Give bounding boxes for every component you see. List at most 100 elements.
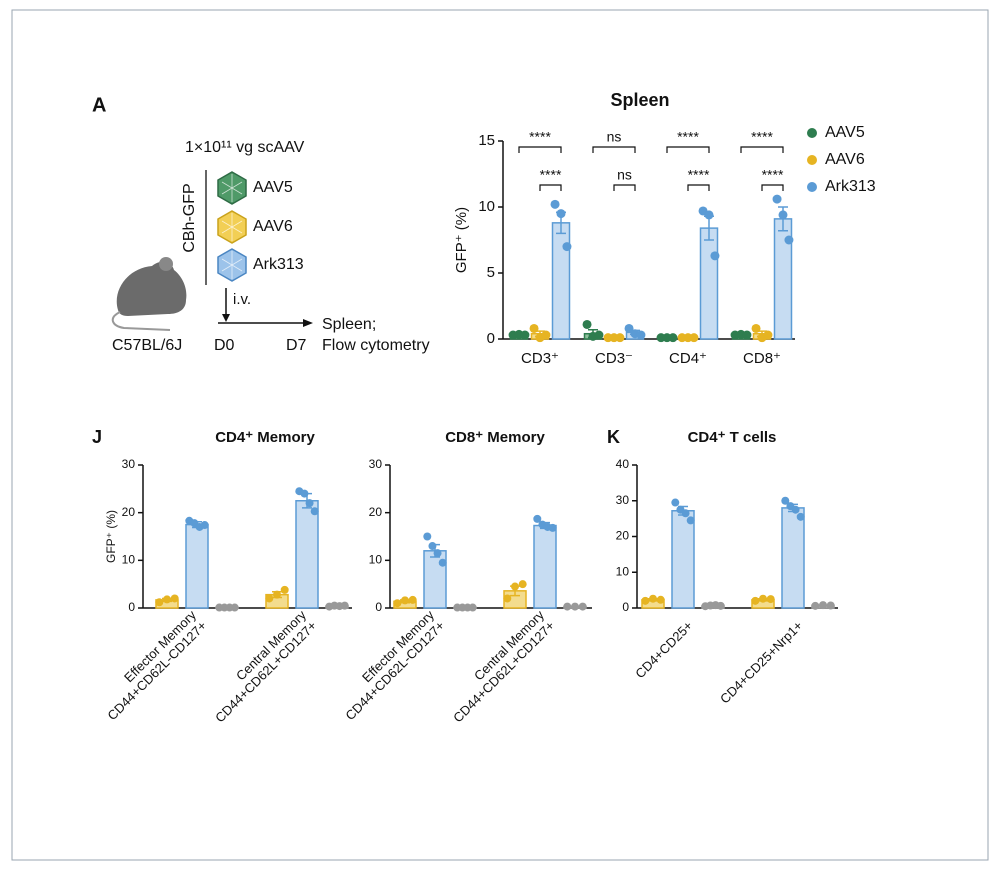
y-axis-label: GFP⁺ (%): [453, 207, 470, 273]
data-point: [704, 210, 714, 220]
data-point: [408, 595, 417, 604]
data-point: [742, 330, 752, 340]
significance-bracket: [740, 146, 784, 153]
data-point: [571, 602, 579, 611]
data-point: [563, 602, 572, 611]
x-tick-label: CD44+CD62L+CD127+: [212, 618, 319, 725]
significance-label: ****: [677, 129, 699, 145]
significance-label: ****: [529, 129, 551, 145]
mouse-icon: [111, 257, 187, 331]
panel-label: A: [92, 94, 106, 116]
y-tick-label: 10: [478, 198, 495, 215]
y-tick-label: 0: [487, 330, 495, 347]
y-tick-label: 0: [128, 600, 135, 614]
significance-bracket: [518, 146, 562, 153]
data-point: [310, 507, 319, 516]
data-point: [305, 499, 314, 508]
y-tick-label: 10: [122, 553, 136, 567]
x-tick-label: CD44+CD62L-CD127+: [104, 618, 209, 723]
x-tick-label: CD8⁺: [743, 350, 781, 367]
data-point: [300, 489, 309, 498]
chart-title: Spleen: [610, 90, 669, 110]
x-tick-label-group: CD4+CD25+Nrp1+: [717, 618, 806, 707]
data-point: [533, 514, 542, 523]
data-point: [155, 598, 164, 607]
data-point: [556, 209, 566, 219]
significance-bracket: [666, 146, 710, 153]
data-point: [520, 330, 530, 340]
significance-label: ****: [762, 167, 784, 183]
bar: [781, 507, 805, 609]
strain: C57BL/6J: [112, 337, 182, 354]
data-point: [811, 601, 820, 610]
panel-label: J: [92, 427, 102, 447]
y-tick-label: 30: [616, 493, 630, 507]
data-point: [636, 330, 646, 340]
day: D0: [214, 337, 235, 354]
legend-label: AAV5: [825, 124, 865, 141]
arrow-head: [222, 314, 230, 322]
y-tick-label: 0: [375, 600, 382, 614]
readout: Spleen;: [322, 316, 376, 333]
data-point: [668, 333, 678, 343]
data-point: [230, 603, 239, 612]
y-tick-label: 5: [487, 264, 495, 281]
arrow-head: [303, 319, 313, 327]
x-tick-label: CD44+CD62L-CD127+: [342, 618, 447, 723]
data-point: [751, 323, 761, 333]
data-point: [641, 596, 650, 605]
data-point: [393, 599, 402, 608]
legend-marker: [807, 128, 817, 138]
frame: [11, 9, 989, 861]
data-point: [716, 601, 725, 610]
bar: [699, 227, 719, 340]
data-point: [438, 558, 447, 567]
data-point: [468, 603, 477, 612]
data-point: [163, 595, 171, 604]
significance-bracket: [761, 184, 784, 191]
data-point: [428, 542, 437, 551]
data-point: [784, 235, 794, 245]
data-point: [541, 330, 551, 340]
legend-label: AAV6: [825, 151, 865, 168]
significance-label: ****: [688, 167, 710, 183]
y-tick-label: 20: [122, 505, 136, 519]
chart-title: CD4⁺ T cells: [688, 429, 777, 446]
data-point: [686, 516, 695, 525]
y-tick-label: 20: [616, 529, 630, 543]
data-point: [649, 594, 657, 603]
data-point: [548, 523, 557, 532]
data-point: [280, 585, 289, 594]
data-point: [710, 251, 720, 261]
data-point: [772, 194, 782, 204]
data-point: [529, 323, 539, 333]
significance-bracket: [687, 184, 710, 191]
x-tick-label: CD3⁻: [595, 350, 633, 367]
data-point: [681, 509, 690, 518]
data-point: [796, 512, 805, 521]
x-tick-label: CD4⁺: [669, 350, 707, 367]
data-point: [511, 582, 519, 591]
data-point: [656, 595, 665, 604]
bar: [671, 510, 695, 609]
capsid-icon: [217, 171, 247, 282]
data-point: [562, 242, 572, 252]
data-point: [273, 590, 281, 599]
data-point: [340, 601, 349, 610]
legend-marker: [807, 182, 817, 192]
y-tick-label: 20: [369, 505, 383, 519]
data-point: [781, 496, 790, 505]
y-tick-label: 10: [369, 553, 383, 567]
data-point: [578, 602, 587, 611]
data-point: [778, 210, 788, 220]
significance-bracket: [613, 184, 636, 191]
vector-label: AAV5: [253, 179, 293, 196]
data-point: [671, 498, 680, 507]
panel-label: K: [607, 427, 620, 447]
chart-title: CD8⁺ Memory: [445, 429, 545, 446]
y-tick-label: 30: [369, 457, 383, 471]
